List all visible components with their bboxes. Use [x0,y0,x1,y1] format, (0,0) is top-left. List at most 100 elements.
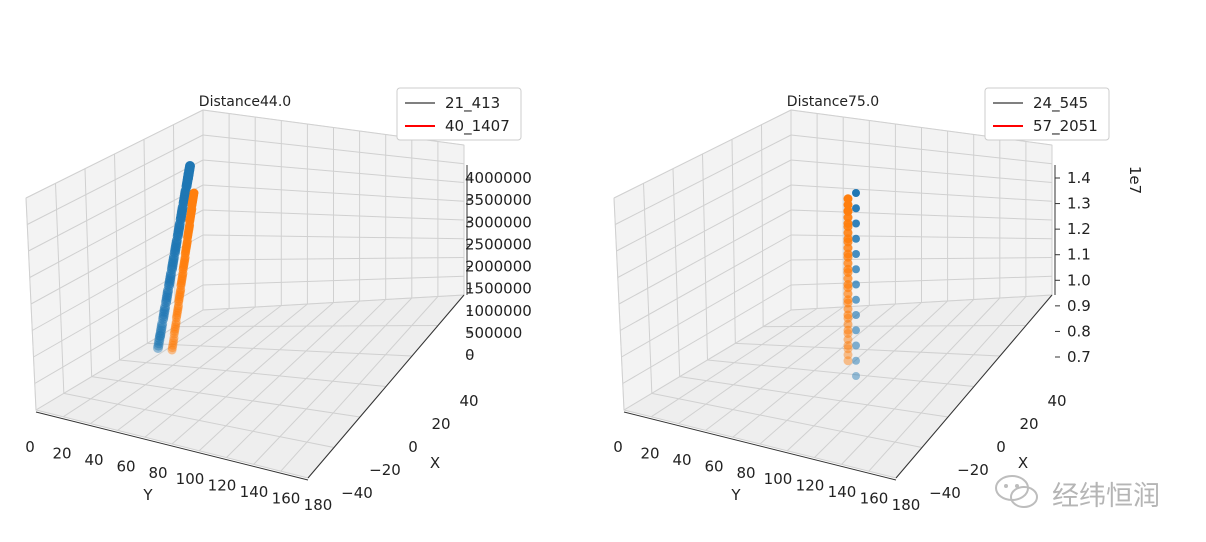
back-grid-line [202,209,465,221]
z-tick-label: 1.3 [1067,195,1091,213]
left-grid-line [617,184,792,278]
data-point [153,340,164,351]
floor-grid-line [202,294,465,311]
legend-label: 57_2051 [1033,117,1098,136]
floor-grid-line [763,325,1027,328]
back-grid-line [790,234,1053,240]
back-grid-line [790,159,1053,183]
z-tick-label: 1.0 [1067,271,1091,289]
data-point [852,356,860,365]
z-tick-label: 2000000 [465,258,532,276]
data-point [153,338,164,349]
left-grid-line [29,184,204,278]
x-tick-label: 0 [408,438,418,456]
data-point [852,265,860,274]
chart-panel-2: 0 20 40 60 80 100 120 140 160 180 Y −40 −20 0 20 40 X 0.7… [613,87,1144,514]
y-tick-label: 20 [52,444,71,462]
z-tick-label: 0.9 [1067,297,1091,315]
y-tick-label: 100 [176,470,205,488]
y-axis-line [623,411,897,481]
series-1 [852,189,860,380]
x-tick-label: −20 [957,461,989,479]
y-tick-label: 180 [892,496,921,514]
data-point [167,343,177,353]
y-tick-label: 80 [148,464,167,482]
data-point [852,250,860,258]
data-point [843,194,853,204]
floor-grid-line [623,409,897,479]
y-tick-label: 40 [672,451,691,469]
x-tick-label: −40 [341,484,373,502]
x-tick-label: −40 [929,484,961,502]
back-grid-line [790,275,1053,286]
x-tick-label: 20 [431,415,450,433]
back-grid-line [790,209,1053,221]
data-point [843,356,853,366]
chart-title: Distance44.0 [199,94,291,110]
data-point [852,311,860,319]
floor-grid-line [735,342,1001,357]
y-tick-label: 60 [704,457,723,475]
chart-title: Distance75.0 [787,94,879,110]
x-axis-line [307,294,465,479]
y-tick-label: 140 [240,483,269,501]
data-point [168,338,178,348]
left-grid-line [615,134,792,225]
y-axis-line [35,411,309,481]
floor-grid-line [119,359,387,387]
left-grid-line [622,284,792,384]
series-1 [153,161,195,353]
left-grid-line [28,159,204,252]
y-tick-label: 160 [860,490,889,508]
x-tick-label: 0 [996,438,1006,456]
left-grid-line [620,234,792,331]
x-tick-label: −20 [369,461,401,479]
series-2 [843,194,853,366]
y-tick-label: 0 [25,438,35,456]
z-tick-label: 1500000 [465,280,532,298]
legend-label: 24_545 [1033,94,1088,113]
z-tick-label: 0.7 [1067,348,1091,366]
floor-grid-line [35,409,309,479]
watermark: 经纬恒润 [990,470,1190,514]
x-axis-line [895,294,1053,479]
back-grid-line [202,275,465,286]
back-grid-line [202,159,465,183]
y-tick-label: 20 [640,444,659,462]
z-tick-label: 3500000 [465,191,532,209]
floor-grid-line [175,325,439,328]
z-tick-label: 1.1 [1067,246,1091,264]
legend-label: 40_1407 [445,117,510,136]
y-tick-label: 180 [304,496,333,514]
data-point [852,372,860,380]
floor-grid-line [679,376,949,418]
y-tick-label: 120 [796,477,825,495]
z-tick-label: 4000000 [465,169,532,187]
z-tick-label: 500000 [465,324,522,342]
z-tick-label: 1.2 [1067,220,1091,238]
x-axis-label: X [430,454,440,472]
floor-grid-line [147,342,413,357]
floor-grid-line [651,392,923,448]
y-axis-label: Y [142,486,153,504]
back-grid-line [202,257,465,261]
legend-label: 21_413 [445,94,500,113]
data-point [843,350,853,360]
y-axis-label: Y [730,486,741,504]
z-tick-label: 3000000 [465,213,532,231]
back-grid-line [790,257,1053,261]
y-tick-label: 80 [736,464,755,482]
y-tick-label: 0 [613,438,623,456]
left-grid-line [30,209,204,305]
back-grid-line [202,134,465,165]
y-tick-label: 60 [116,457,135,475]
y-tick-label: 100 [764,470,793,488]
z-tick-label: 1.4 [1067,169,1091,187]
data-point [852,219,860,228]
back-grid-line [790,134,1053,165]
data-point [153,343,163,353]
x-tick-label: 20 [1019,415,1038,433]
watermark-text: 经纬恒润 [1052,481,1160,512]
